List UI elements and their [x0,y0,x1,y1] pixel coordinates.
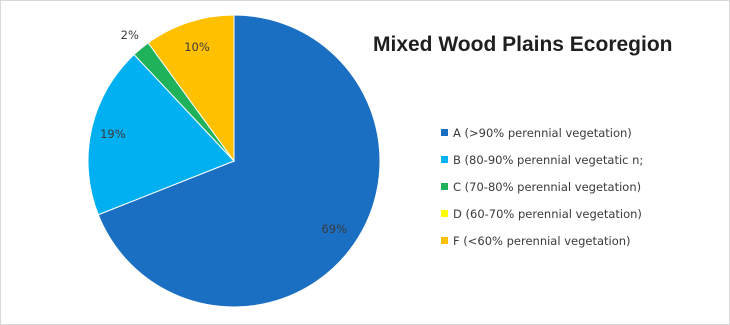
data-label-a: 69% [321,222,347,236]
legend-label: D (60-70% perennial vegetation) [453,206,642,221]
legend-label: A (>90% perennial vegetation) [453,125,632,140]
data-label-c: 2% [121,28,139,42]
pie-slice-b [87,53,235,216]
legend-label: C (70-80% perennial vegetation) [453,179,642,194]
legend-item-a: A (>90% perennial vegetation) [441,119,643,146]
legend-label: F (<60% perennial vegetation) [453,233,631,248]
pie-slice-e [147,14,235,163]
legend-item-b: B (80-90% perennial vegetatic n; [441,146,643,173]
legend-swatch [441,210,448,217]
data-label-b: 19% [100,127,126,141]
legend-swatch [441,156,448,163]
legend-label: B (80-90% perennial vegetatic n; [453,152,644,167]
legend: A (>90% perennial vegetation) B (80-90% p… [441,119,643,254]
legend-swatch [441,183,448,190]
legend-item-c: C (70-80% perennial vegetation) [441,173,643,200]
chart-title: Mixed Wood Plains Ecoregion [373,33,673,56]
legend-swatch [441,129,448,136]
legend-item-e: F (<60% perennial vegetation) [441,227,643,254]
pie-slice-a [97,14,381,308]
data-label-e: 10% [184,40,210,54]
legend-item-d: D (60-70% perennial vegetation) [441,200,643,227]
legend-swatch [441,237,448,244]
